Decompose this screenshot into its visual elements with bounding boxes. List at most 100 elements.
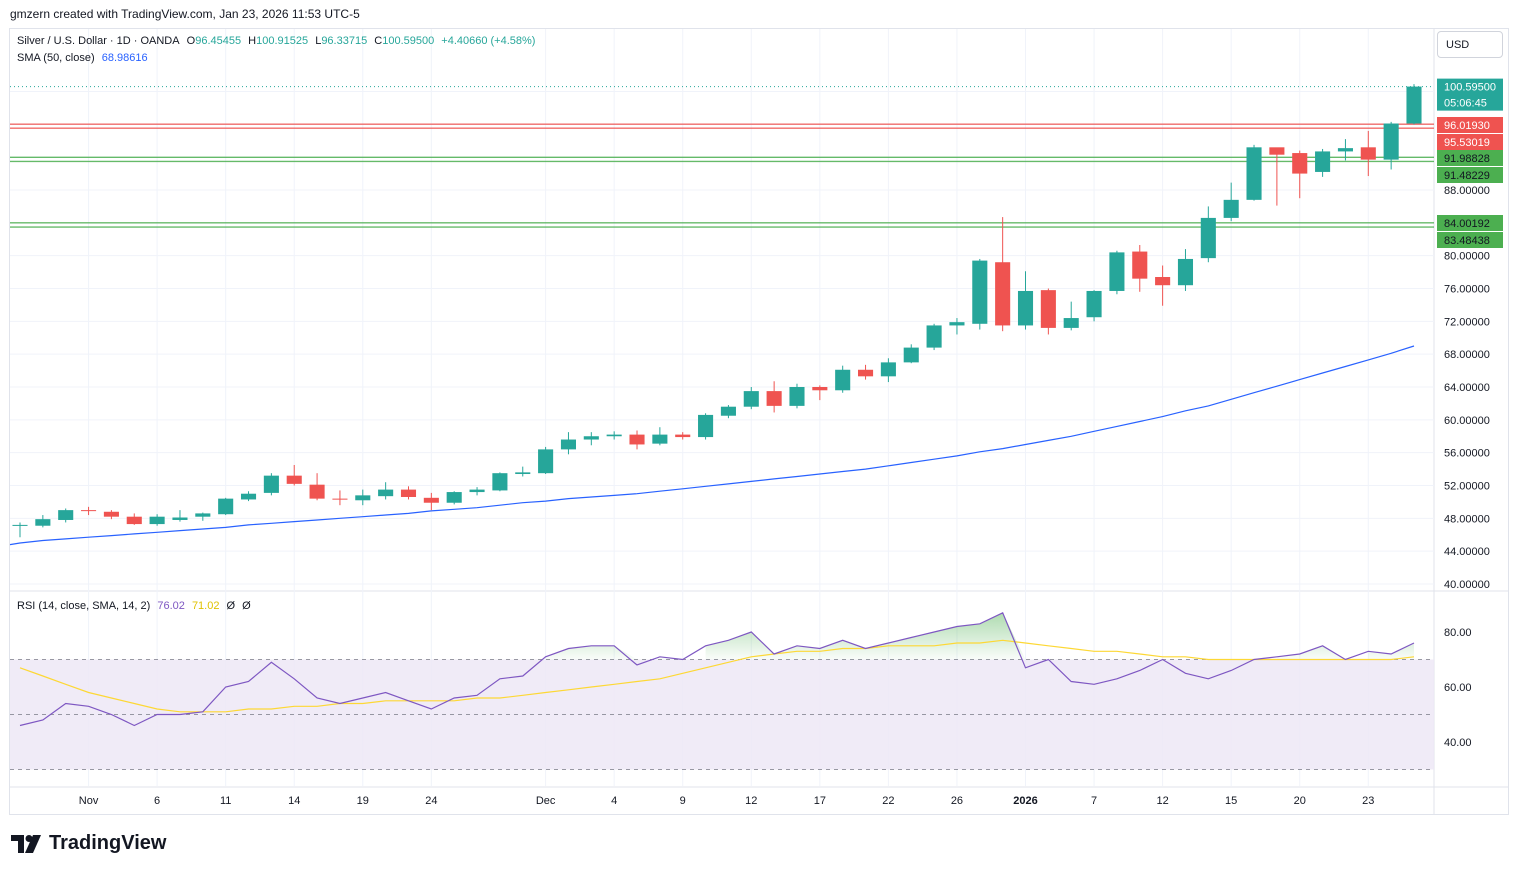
high-value: 100.91525 [256,35,309,47]
candle-body [1017,290,1034,326]
candle-body [12,524,28,526]
rsi-overbought-fill [545,612,1414,660]
candle-body [1109,252,1125,291]
candle-body [538,449,554,474]
candle-body [309,484,325,499]
rsi-value: 76.02 [157,600,185,612]
level-label-box [1437,134,1503,150]
rsi-extra-2: Ø [242,600,251,612]
price-tick-label: 76.00000 [1444,284,1490,296]
candle-body [81,510,97,512]
candle-body [766,391,782,406]
rsi-line [19,611,1415,727]
price-tick-label: 44.00000 [1444,546,1490,558]
currency-selector[interactable]: USD [1437,31,1503,58]
candle-body [1063,318,1079,328]
price-tick-label: 72.00000 [1444,316,1490,328]
level-label-text: 91.98828 [1444,153,1490,165]
candle-body [926,325,942,348]
candle-body [355,495,371,501]
time-tick-label: 20 [1294,795,1306,807]
last-price-label-text: 100.59500 [1444,82,1496,94]
price-legend: Silver / U.S. Dollar · 1D · OANDA O96.45… [17,35,539,47]
last-price-label-box [1437,78,1503,96]
brand-logo[interactable]: TradingView [11,832,166,855]
sma-value: 68.98616 [101,52,148,64]
candle-body [423,497,439,503]
chart-attribution: gmzern created with TradingView.com, Jan… [10,7,360,21]
candle-body [446,492,462,503]
candle-body [240,493,257,500]
price-tick-label: 80.00000 [1444,251,1490,263]
open-value: 96.45455 [195,35,242,47]
close-label: C [374,35,383,47]
candle-body [903,347,919,363]
time-tick-label: Nov [79,795,99,807]
candle-body [857,369,874,377]
time-tick-label: 12 [1156,795,1168,807]
candle-body [1269,147,1285,155]
level-label-box [1437,232,1503,248]
time-tick-label: 4 [611,795,617,807]
candle-body [835,369,851,391]
level-label-box [1437,167,1503,183]
countdown-text: 05:06:45 [1444,98,1487,110]
low-label: L [315,35,322,47]
candle-body [995,262,1011,326]
time-tick-label: 2026 [1013,795,1037,807]
candle-body [286,475,302,484]
time-tick-label: 15 [1225,795,1237,807]
candle-body [1360,147,1376,160]
candle-body [1292,153,1308,174]
candle-body [560,439,577,450]
price-tick-label: 60.00000 [1444,415,1490,427]
candle-body [126,516,142,525]
candle-body [1155,277,1171,286]
price-tick-label: 56.00000 [1444,448,1490,460]
time-tick-label: 22 [882,795,894,807]
candle-body [583,436,599,440]
sma-label: SMA (50, close) [17,52,95,64]
time-tick-label: 24 [425,795,437,807]
time-tick-label: 9 [680,795,686,807]
low-value: 96.33715 [321,35,368,47]
candle-body [1383,123,1399,160]
change-value: +4.40660 (+4.58%) [441,35,536,47]
candle-body [720,406,736,416]
rsi-extra-1: Ø [226,600,236,612]
rsi-legend[interactable]: RSI (14, close, SMA, 14, 2) 76.02 71.02 … [17,600,255,612]
level-label-text: 91.48229 [1444,170,1490,182]
high-label: H [248,35,257,47]
candle-body [149,516,165,525]
candle-body [332,498,348,500]
candle-body [972,260,988,324]
time-tick-label: 11 [220,795,231,807]
candle-body [400,489,417,497]
candle-body [58,510,74,520]
chart-frame [9,28,1509,815]
rsi-sma-value: 71.02 [191,600,220,612]
level-label-box [1437,117,1503,133]
candle-body [492,473,508,491]
candle-body [1132,251,1148,279]
time-tick-label: 6 [154,795,160,807]
price-tick-label: 68.00000 [1444,349,1490,361]
candle-body [103,511,119,517]
candle-body [1337,148,1353,152]
symbol-title[interactable]: Silver / U.S. Dollar · 1D · OANDA [17,35,180,47]
candle-body [606,434,622,437]
level-label-box [1437,215,1503,231]
candle-body [1406,86,1422,124]
level-label-box [1437,150,1503,166]
sma-legend[interactable]: SMA (50, close) 68.98616 [17,52,152,64]
candle-body [515,472,531,475]
candle-body [789,387,805,406]
candle-body [698,414,714,438]
time-tick-label: Dec [536,795,556,807]
candle-body [1177,258,1194,286]
sma-line [9,345,1415,546]
rsi-tick-label: 80.00 [1444,627,1472,639]
candle-body [812,387,828,391]
price-tick-label: 48.00000 [1444,513,1490,525]
